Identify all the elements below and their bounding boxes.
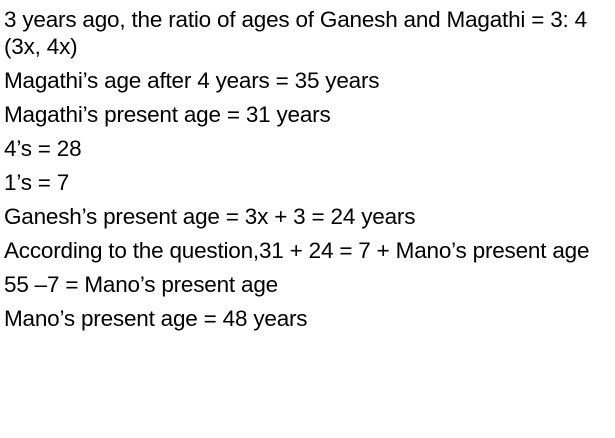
magathi-future-age: Magathi’s age after 4 years = 35 years — [4, 68, 380, 93]
four-parts-value: 4’s = 28 — [4, 136, 82, 161]
mano-present-age: Mano’s present age = 48 years — [4, 306, 308, 331]
magathi-present-age: Magathi’s present age = 31 years — [4, 102, 331, 127]
ratio-statement: 3 years ago, the ratio of ages of Ganesh… — [4, 7, 587, 59]
question-equation: According to the question,31 + 24 = 7 + … — [4, 238, 590, 263]
subtraction-step: 55 –7 = Mano’s present age — [4, 272, 278, 297]
one-part-value: 1’s = 7 — [4, 170, 70, 195]
solution-text: 3 years ago, the ratio of ages of Ganesh… — [4, 6, 610, 339]
ganesh-present-age: Ganesh’s present age = 3x + 3 = 24 years — [4, 204, 416, 229]
